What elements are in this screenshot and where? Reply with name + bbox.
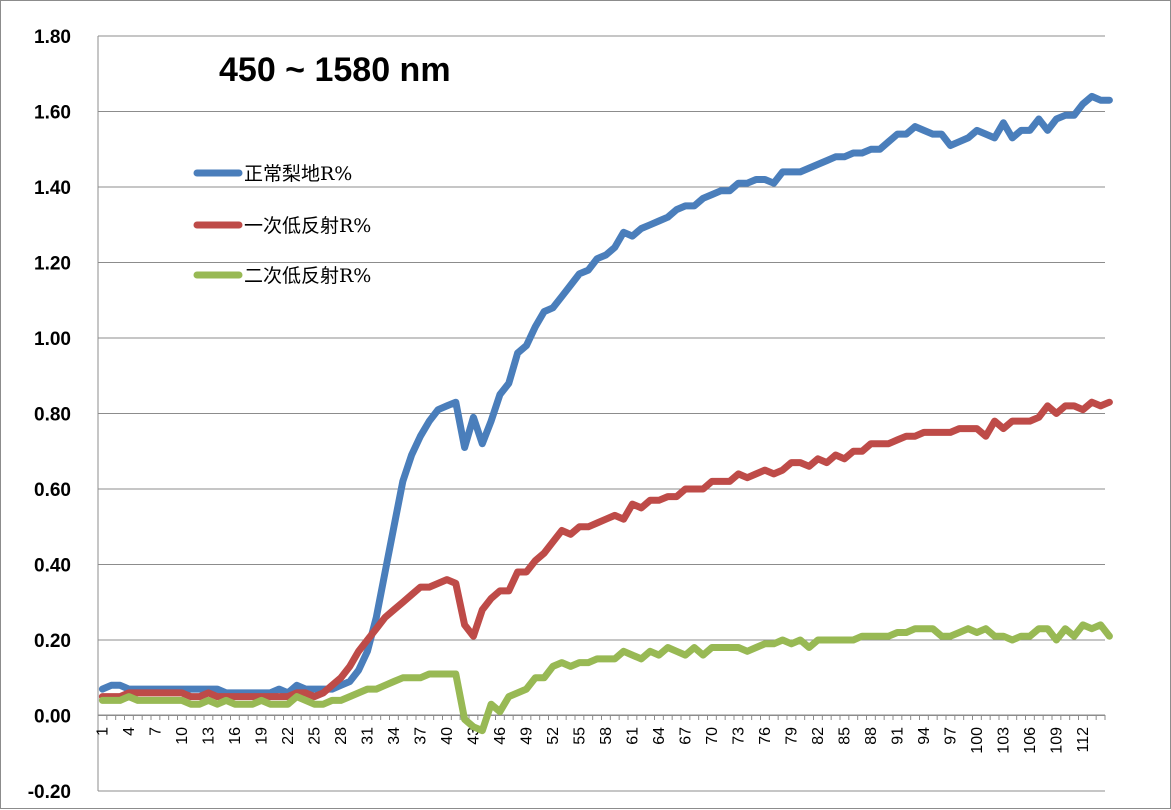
x-tick-label: 112 xyxy=(1075,727,1092,753)
x-tick-label: 97 xyxy=(942,727,959,745)
chart-title: 450 ~ 1580 nm xyxy=(219,51,451,89)
y-tick-label: 1.80 xyxy=(34,27,71,48)
x-tick-label: 85 xyxy=(836,727,853,745)
axes: -0.20 0.00 0.20 0.40 0.60 0.80 1.00 1.20 1.40 1.6… xyxy=(28,27,1106,803)
x-tick-label: 46 xyxy=(492,727,509,745)
x-tick-label: 25 xyxy=(306,727,323,745)
y-tick-label: 0.20 xyxy=(34,631,71,652)
x-tick-label: 34 xyxy=(386,727,403,745)
x-tick-label: 79 xyxy=(783,727,800,745)
x-tick-label: 61 xyxy=(624,727,641,745)
x-tick-label: 88 xyxy=(863,727,880,745)
x-tick-label: 55 xyxy=(571,727,588,745)
legend-label: 二次低反射R% xyxy=(244,265,371,287)
x-tick-label: 13 xyxy=(200,727,217,745)
series-line-2 xyxy=(98,398,1113,701)
x-tick-label: 40 xyxy=(439,727,456,745)
x-tick-label: 100 xyxy=(969,727,986,754)
x-tick-label: 76 xyxy=(757,727,774,745)
series-lines xyxy=(98,92,1113,735)
x-tick-label: 19 xyxy=(253,727,270,745)
legend-label: 正常梨地R% xyxy=(244,163,352,185)
x-tick-label: 4 xyxy=(121,727,138,736)
y-tick-label: 0.00 xyxy=(34,707,71,728)
x-tick-label: 106 xyxy=(1022,727,1039,754)
y-tick-label: 0.60 xyxy=(34,480,71,501)
x-tick-label: 16 xyxy=(227,727,244,745)
x-tick-label: 31 xyxy=(359,727,376,745)
x-tick-label: 94 xyxy=(916,727,933,745)
x-tick-label: 49 xyxy=(518,727,535,745)
x-tick-label: 58 xyxy=(598,727,615,745)
legend-label: 一次低反射R% xyxy=(244,215,371,237)
x-tick-label: 109 xyxy=(1048,727,1065,754)
x-tick-label: 10 xyxy=(174,727,191,745)
y-tick-label: 1.40 xyxy=(34,178,71,199)
y-tick-label: 0.80 xyxy=(34,405,71,426)
x-tick-label: 28 xyxy=(333,727,350,745)
x-tick-label: 64 xyxy=(651,727,668,745)
gridlines xyxy=(98,35,1105,792)
y-tick-label: 0.40 xyxy=(34,556,71,577)
x-tick-label: 73 xyxy=(730,727,747,745)
x-tick-label: 22 xyxy=(280,727,297,745)
series-line-1 xyxy=(98,92,1113,697)
x-tick-label: 103 xyxy=(995,727,1012,754)
x-tick-label: 52 xyxy=(545,727,562,745)
series-line-3 xyxy=(98,621,1113,735)
x-tick-label: 67 xyxy=(677,727,694,745)
legend: 正常梨地R% 一次低反射R% 二次低反射R% xyxy=(193,163,371,287)
x-tick-label: 91 xyxy=(889,727,906,745)
x-tick-label: 37 xyxy=(412,727,429,745)
y-tick-label: 1.00 xyxy=(34,329,71,350)
x-tick-label: 7 xyxy=(147,727,164,736)
x-tick-label: 82 xyxy=(810,727,827,745)
y-tick-label: -0.20 xyxy=(28,782,71,803)
y-tick-label: 1.20 xyxy=(34,254,71,275)
y-tick-label: 1.60 xyxy=(34,103,71,124)
x-tick-label: 70 xyxy=(704,727,721,745)
x-tick-label: 1 xyxy=(94,727,111,736)
